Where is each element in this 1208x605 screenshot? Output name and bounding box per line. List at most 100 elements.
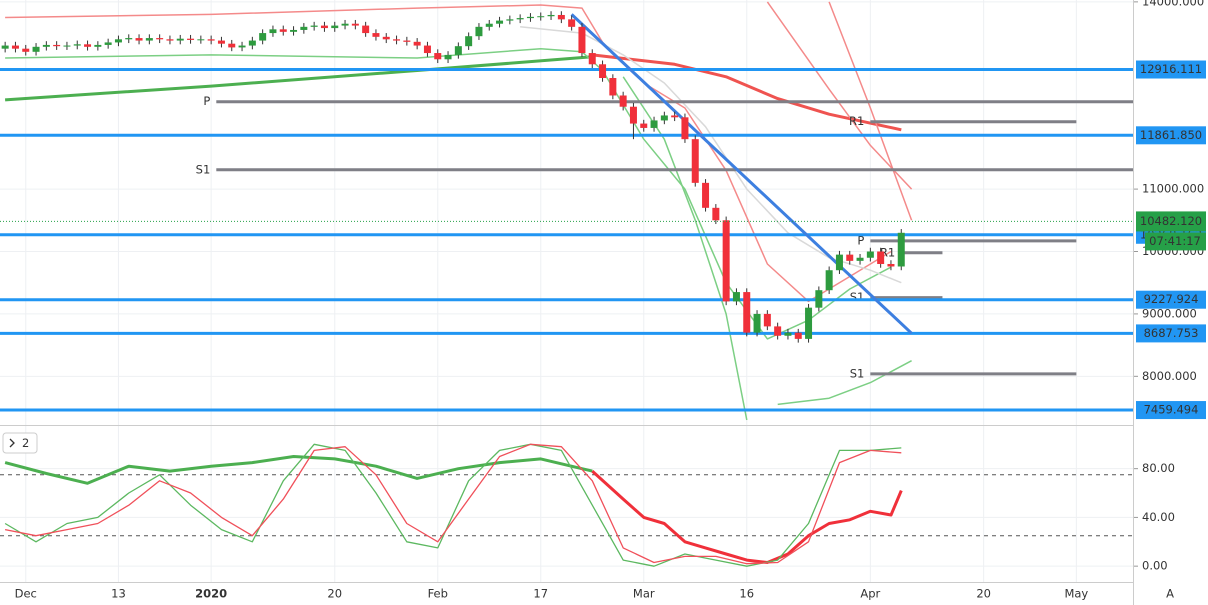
oscillator-line [591,469,903,564]
oscillator-line [4,443,902,567]
candle-body [382,36,390,40]
indicator-line [766,1,913,190]
level-label-box [1136,401,1206,420]
x-tick-label: 17 [533,587,548,601]
candle-body [743,292,751,333]
candle-body [712,207,720,221]
x-tick-label: 20 [327,587,342,601]
candle-body [547,14,555,17]
candle-body [290,29,298,32]
candle-body [114,39,122,43]
candle-body [393,39,401,41]
candle-body [485,23,493,27]
y-tick-label: 80.00 [1142,461,1175,475]
indicator-line [622,76,748,421]
candle-body [650,120,658,128]
candle-body [341,23,349,26]
candle-body [187,38,195,40]
indicator-line [592,53,902,132]
candle-body [42,44,50,47]
y-tick-label: 9000.000 [1142,306,1197,320]
auto-scale-button[interactable]: A [1166,587,1174,601]
candle-body [269,29,277,34]
oscillator-line [4,443,902,565]
candle-body [73,44,81,46]
candle-body [403,40,411,42]
candle-body [578,26,586,54]
candle-body [84,44,92,47]
pane-toggle[interactable] [2,432,38,454]
candle-body [619,95,627,107]
candle-body [1,45,9,49]
x-tick-label: May [1064,587,1088,601]
oscillator-line [4,455,593,485]
candle-body [640,123,648,128]
candle-body [629,106,637,124]
level-label-box [1136,324,1206,343]
indicator-line [4,55,593,102]
candle-body [660,115,668,121]
y-tick-label: 11000.000 [1142,182,1204,196]
candle-body [732,292,740,302]
countdown-label: 07:41:17 [1149,234,1201,248]
candle-body [856,257,864,261]
candle-body [784,332,792,336]
level-label-box [1136,290,1206,309]
candle-body [506,19,514,21]
level-label-box [1136,126,1206,145]
pivot-label: S1 [850,290,865,304]
candle-body [53,44,61,47]
last-price-label: 10482.120 [1140,214,1202,228]
y-tick-label: 0.00 [1142,559,1168,573]
candle-body [176,38,184,41]
candle-body [11,45,19,49]
candle-body [362,25,370,34]
candle-body [815,290,823,308]
candle-body [537,16,545,18]
candle-body [135,38,143,41]
candle-body [516,18,524,20]
x-tick-label: 16 [739,587,754,601]
x-tick-label: 20 [976,587,991,601]
level-label: 9227.924 [1144,292,1199,306]
candle-body [588,53,596,65]
pivot-label: P [857,233,864,247]
candle-body [465,36,473,47]
candle-body [496,20,504,24]
trend-line [570,13,913,335]
candle-body [300,26,308,30]
candle-body [32,46,40,52]
pivot-label: R1 [849,114,864,128]
candle-body [568,19,576,27]
candle-body [94,44,102,47]
candle-body [228,43,236,48]
candle-body [310,25,318,27]
candle-body [238,45,246,48]
candle-body [125,38,133,40]
candle-body [197,39,205,41]
level-label-box [1136,60,1206,79]
x-tick-label: 2020 [195,587,227,601]
countdown-box [1145,232,1206,251]
candle-body [805,307,813,339]
candle-body [259,33,267,41]
indicator-line [777,360,912,406]
candle-body [691,139,699,183]
x-tick-label: 13 [111,587,126,601]
candle-body [331,25,339,29]
level-label: 12916.111 [1140,62,1202,76]
candle-body [413,41,421,46]
candle-body [671,115,679,118]
candle-body [454,46,462,55]
candle-body [846,254,854,261]
candle-body [372,33,380,37]
candle-body [557,14,565,20]
candle-body [444,54,452,60]
level-label: 8687.753 [1144,326,1199,340]
pivot-label: S1 [850,366,865,380]
candle-body [63,45,71,47]
candle-body [877,251,885,264]
axes: Dec 13 2020 20 Feb 17 Mar 16 Apr 20 May14000.00011… [15,0,1206,601]
